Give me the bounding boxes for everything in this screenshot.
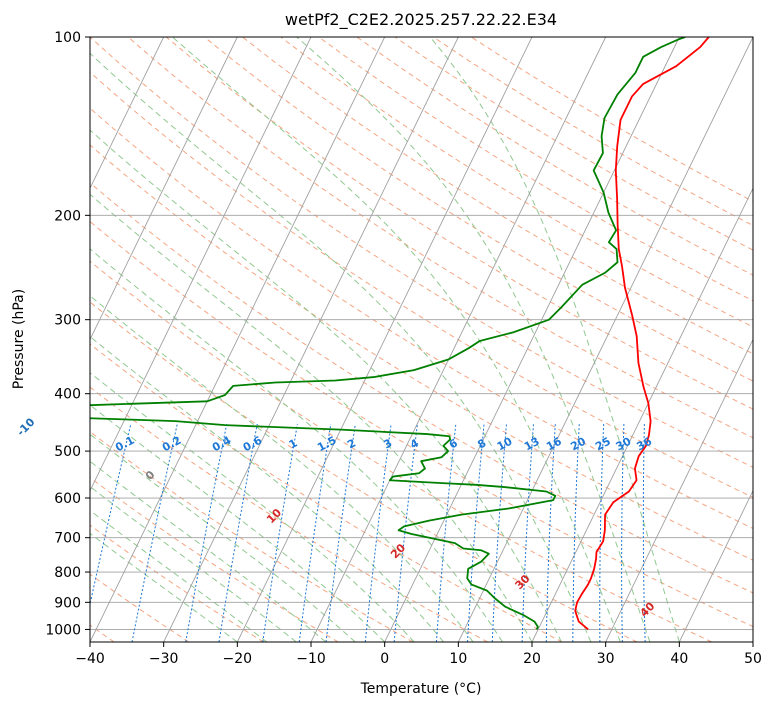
dry-adiabat-line — [90, 573, 190, 642]
isotherm-line — [605, 338, 753, 642]
mixing-ratio-label: 25 — [593, 435, 613, 454]
x-tick-label: 40 — [670, 651, 688, 667]
mixing-ratio-label: 13 — [522, 435, 542, 454]
mixing-ratio-line — [298, 423, 332, 642]
moist-adiabat-line — [90, 295, 474, 642]
plot-area: 0.10.20.40.611.52346810131620253036-100-… — [14, 36, 754, 643]
moist-adiabat-line — [90, 335, 444, 642]
y-tick-label: 600 — [54, 491, 81, 507]
y-tick-label: 200 — [54, 208, 81, 224]
mixing-ratio-label: 16 — [544, 435, 564, 454]
x-axis-label: Temperature (°C) — [360, 681, 482, 697]
plot-background — [90, 37, 753, 642]
mixing-ratio-line — [521, 423, 534, 642]
isotherm-line — [90, 37, 386, 642]
moist-adiabat-line — [90, 433, 356, 642]
isotherm-line — [310, 37, 607, 642]
mixing-ratio-line — [325, 423, 356, 642]
mixing-ratio-line — [491, 423, 507, 642]
mixing-ratio-label: 20 — [568, 435, 588, 454]
isotherm-line — [678, 489, 753, 642]
plot-frame — [89, 36, 754, 643]
moist-adiabat-line — [172, 37, 621, 642]
y-axis: 100 200 300 400 500 600 700 800 900 1000 — [45, 30, 90, 638]
temperature-profile-line — [574, 37, 710, 631]
y-axis-label: Pressure (hPa) — [11, 289, 27, 389]
mixing-ratio-label: 30 — [614, 435, 634, 454]
dewpoint-profile-line — [90, 37, 686, 630]
y-tick-label: 400 — [54, 387, 81, 403]
x-tick-label: 10 — [449, 651, 467, 667]
moist-adiabat-line — [90, 404, 386, 642]
moist-adiabat-line — [296, 37, 651, 642]
moist-adiabat-line — [90, 509, 268, 642]
x-tick-label: −20 — [223, 651, 253, 667]
mixing-ratio-line — [218, 423, 258, 642]
mixing-ratio-line — [131, 423, 178, 642]
y-tick-label: 500 — [54, 444, 81, 460]
dry-adiabat-line — [90, 182, 753, 594]
moist-adiabat-line — [90, 193, 533, 642]
mixing-ratio-label: 10 — [495, 435, 515, 454]
x-axis: −40 −30 −20 −10 0 10 20 30 40 50 — [75, 642, 762, 667]
dry-adiabat-line — [90, 476, 339, 642]
mixing-ratio-line — [621, 423, 625, 642]
mixing-ratio-line — [572, 423, 580, 642]
dry-adiabat-label: -10 — [14, 415, 37, 438]
dry-adiabat-line — [90, 107, 753, 529]
moist-adiabat-line — [90, 372, 415, 642]
mixing-ratio-line — [364, 423, 392, 642]
isotherm-line — [531, 187, 753, 642]
y-tick-label: 800 — [54, 565, 81, 581]
chart-title: wetPf2_C2E2.2025.257.22.22.E34 — [285, 10, 557, 30]
isotherm-line — [90, 37, 165, 190]
mixing-ratio-label: 36 — [634, 435, 654, 454]
x-tick-label: −10 — [296, 651, 326, 667]
mixing-ratio-line — [185, 423, 228, 642]
isotherm-line — [752, 640, 753, 642]
y-tick-label: 1000 — [45, 622, 81, 638]
dry-adiabat-line — [90, 37, 753, 468]
dry-adiabat-line — [90, 301, 638, 642]
moist-adiabat-line — [90, 460, 327, 642]
x-tick-label: 0 — [380, 651, 389, 667]
isotherm-line — [384, 37, 680, 642]
mixing-ratio-line — [467, 423, 485, 642]
x-tick-label: 20 — [523, 651, 541, 667]
isotherm-line — [457, 37, 753, 642]
dry-adiabat-line — [90, 144, 753, 561]
moist-adiabat-line — [429, 37, 680, 642]
y-tick-label: 700 — [54, 531, 81, 547]
moist-adiabat-line — [90, 52, 592, 642]
y-tick-label: 900 — [54, 595, 81, 611]
isotherm-line — [236, 37, 533, 642]
mixing-ratio-line — [599, 423, 605, 642]
dry-adiabat-line — [242, 37, 753, 355]
mixing-ratio-line — [435, 423, 457, 642]
dry-adiabat-line — [90, 260, 712, 642]
mixing-ratio-line — [262, 423, 298, 642]
mixing-ratio-line — [642, 423, 646, 642]
isotherm-line — [163, 37, 459, 642]
moist-adiabat-line — [90, 532, 238, 642]
mixing-ratio-line — [545, 423, 556, 642]
x-tick-label: −30 — [149, 651, 179, 667]
x-tick-label: 30 — [597, 651, 615, 667]
mixing-ratio-line — [90, 423, 132, 607]
y-tick-label: 100 — [54, 30, 81, 46]
moist-adiabat-line — [90, 485, 297, 642]
x-tick-label: 50 — [744, 651, 762, 667]
isotherm-line — [90, 37, 238, 341]
mixing-ratio-line — [393, 423, 418, 642]
y-tick-label: 300 — [54, 313, 81, 329]
dry-adiabat-line — [90, 220, 753, 628]
dry-adiabat-line — [318, 37, 753, 302]
isotherm-line — [90, 37, 312, 492]
dry-adiabat-line — [165, 37, 753, 410]
x-tick-label: −40 — [75, 651, 105, 667]
